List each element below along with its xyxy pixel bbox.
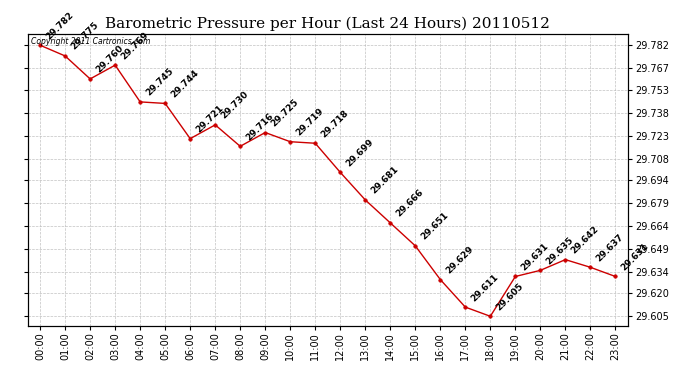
Title: Barometric Pressure per Hour (Last 24 Hours) 20110512: Barometric Pressure per Hour (Last 24 Ho… bbox=[106, 17, 550, 31]
Text: 29.605: 29.605 bbox=[495, 281, 525, 312]
Text: 29.611: 29.611 bbox=[469, 272, 500, 303]
Text: 29.721: 29.721 bbox=[195, 104, 226, 135]
Text: 29.716: 29.716 bbox=[244, 111, 275, 142]
Text: 29.651: 29.651 bbox=[420, 211, 451, 242]
Text: 29.744: 29.744 bbox=[169, 68, 201, 99]
Text: 29.666: 29.666 bbox=[395, 188, 425, 219]
Text: 29.681: 29.681 bbox=[369, 165, 400, 196]
Text: 29.760: 29.760 bbox=[95, 44, 125, 75]
Text: 29.642: 29.642 bbox=[569, 225, 600, 255]
Text: Copyright 2011 Cartronics.com: Copyright 2011 Cartronics.com bbox=[30, 37, 150, 46]
Text: 29.775: 29.775 bbox=[69, 21, 101, 52]
Text: 29.718: 29.718 bbox=[319, 108, 351, 139]
Text: 29.719: 29.719 bbox=[295, 106, 326, 138]
Text: 29.725: 29.725 bbox=[269, 98, 300, 128]
Text: 29.629: 29.629 bbox=[444, 244, 475, 275]
Text: 29.631: 29.631 bbox=[620, 242, 651, 272]
Text: 29.637: 29.637 bbox=[595, 232, 626, 263]
Text: 29.745: 29.745 bbox=[144, 67, 175, 98]
Text: 29.635: 29.635 bbox=[544, 235, 575, 266]
Text: 29.730: 29.730 bbox=[219, 90, 250, 121]
Text: 29.699: 29.699 bbox=[344, 137, 375, 168]
Text: 29.769: 29.769 bbox=[119, 30, 150, 61]
Text: 29.631: 29.631 bbox=[520, 242, 551, 272]
Text: 29.782: 29.782 bbox=[44, 10, 75, 41]
